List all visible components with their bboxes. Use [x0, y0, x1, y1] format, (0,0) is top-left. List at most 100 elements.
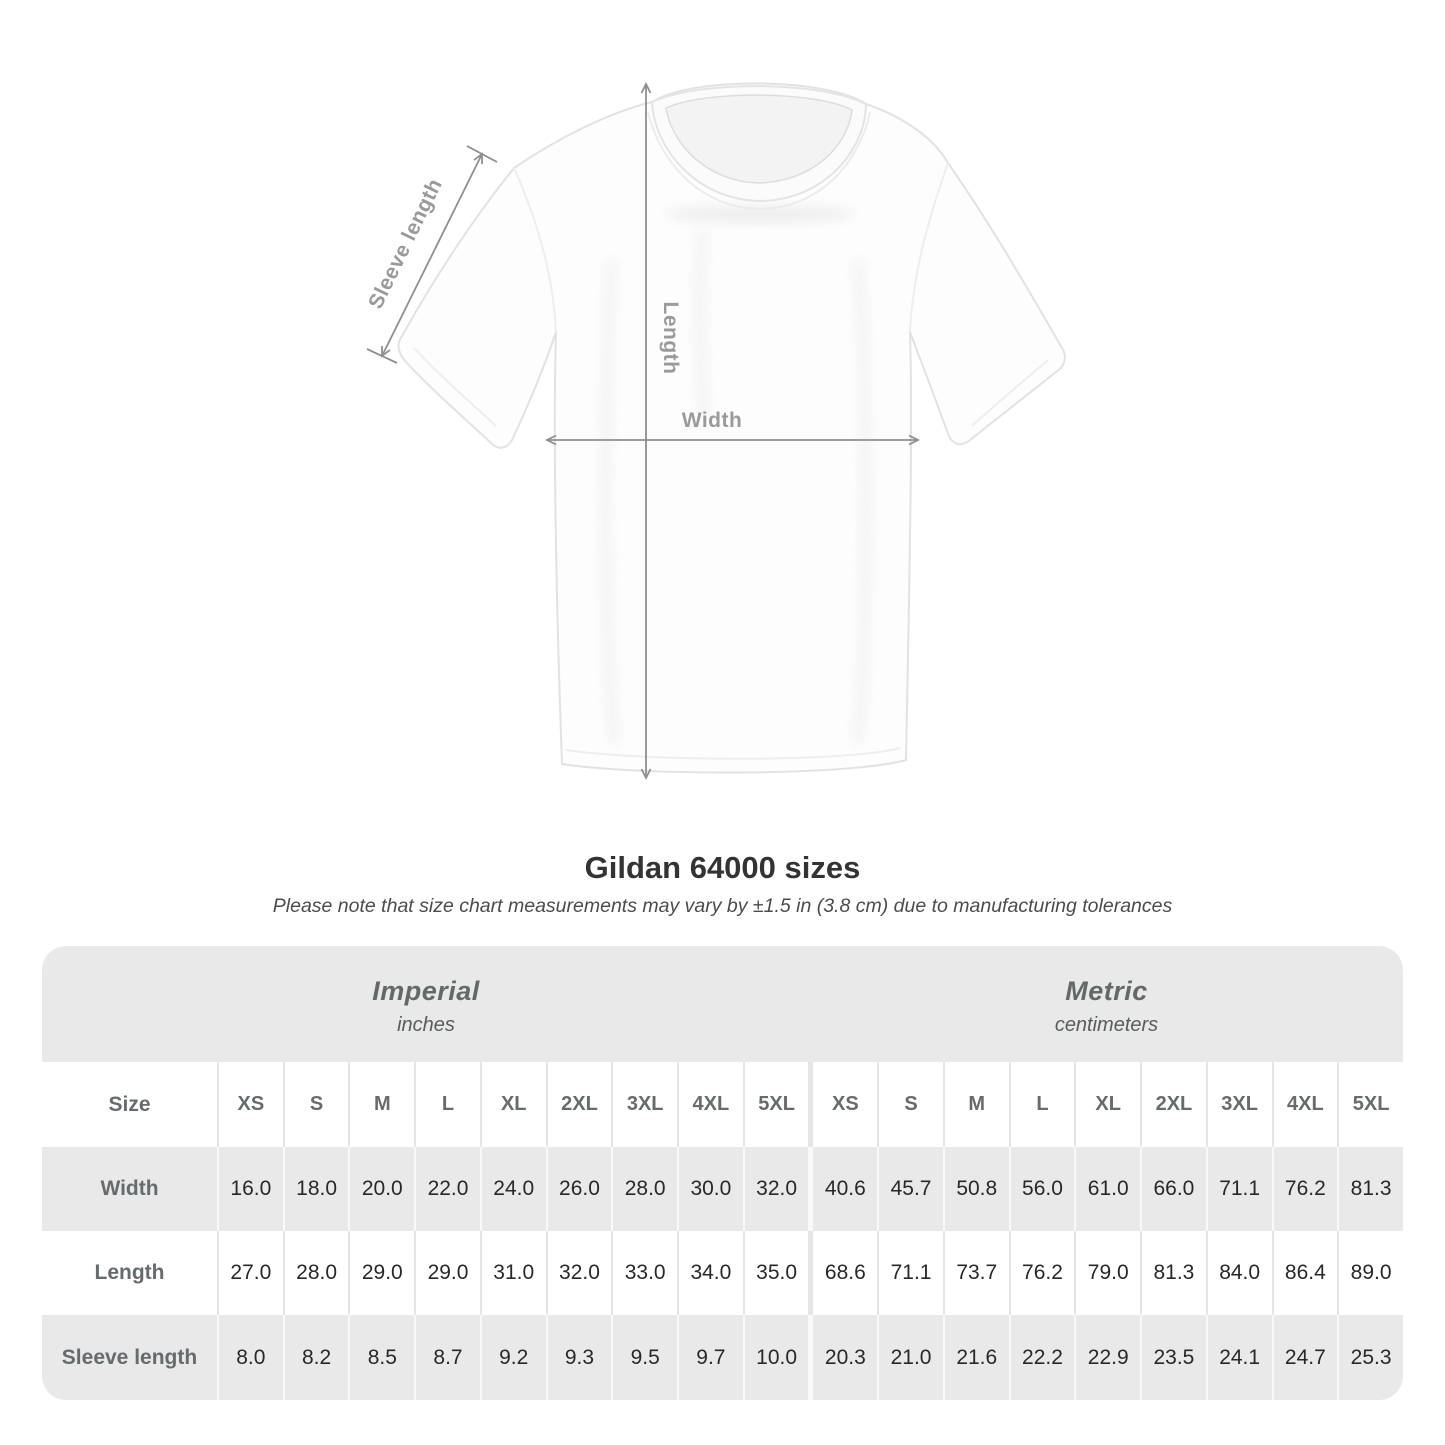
value-cell: 71.1 — [1205, 1147, 1272, 1231]
value-cell: 21.6 — [942, 1315, 1009, 1400]
collar-opening — [665, 94, 853, 184]
value-cell: 30.0 — [677, 1147, 743, 1231]
value-cell: 34.0 — [677, 1231, 743, 1315]
value-cell: 24.0 — [479, 1147, 546, 1231]
imperial-header: Imperial inches — [42, 946, 810, 1062]
size-chart-table: Imperial inches Metric centimeters Size … — [42, 946, 1403, 1400]
size-col-header: 3XL — [611, 1062, 677, 1147]
value-cell: 73.7 — [942, 1231, 1009, 1315]
sleeve-arrow — [381, 152, 483, 358]
size-col-header: 3XL — [1205, 1062, 1272, 1147]
size-col-header: 5XL — [742, 1062, 809, 1147]
value-cell: 22.0 — [414, 1147, 480, 1231]
value-cell: 81.3 — [1337, 1147, 1403, 1231]
size-corner-header: Size — [108, 1092, 151, 1116]
metric-unit: centimeters — [1054, 1013, 1159, 1036]
value-cell: 28.0 — [282, 1231, 349, 1315]
value-cell: 18.0 — [282, 1147, 349, 1231]
value-cell: 9.5 — [611, 1315, 677, 1400]
length-label: Length — [659, 301, 682, 375]
value-cell: 89.0 — [1337, 1231, 1403, 1315]
value-cell: 20.3 — [808, 1315, 877, 1400]
size-col-header: 4XL — [677, 1062, 743, 1147]
size-col-header: S — [877, 1062, 943, 1147]
value-cell: 8.7 — [414, 1315, 480, 1400]
size-col-header: XL — [479, 1062, 546, 1147]
row-label: Width — [100, 1177, 159, 1200]
value-cell: 76.2 — [1008, 1231, 1075, 1315]
value-cell: 29.0 — [414, 1231, 480, 1315]
value-cell: 27.0 — [217, 1231, 283, 1315]
value-cell: 24.7 — [1271, 1315, 1338, 1400]
value-cell: 28.0 — [611, 1147, 677, 1231]
size-col-header: 2XL — [545, 1062, 612, 1147]
size-header-row: Size XS S M L XL 2XL 3XL 4XL 5XL XS S M … — [42, 1062, 1403, 1147]
value-cell: 23.5 — [1140, 1315, 1206, 1400]
size-col-header: M — [942, 1062, 1009, 1147]
sleeve-length-row: Sleeve length 8.0 8.2 8.5 8.7 9.2 9.3 9.… — [42, 1315, 1403, 1400]
metric-title: Metric — [1065, 975, 1148, 1006]
tshirt-illustration — [366, 81, 1066, 781]
value-cell: 8.2 — [282, 1315, 349, 1400]
row-label: Length — [94, 1261, 165, 1284]
value-cell: 40.6 — [808, 1147, 877, 1231]
value-cell: 71.1 — [877, 1231, 943, 1315]
value-cell: 8.5 — [348, 1315, 414, 1400]
value-cell: 61.0 — [1074, 1147, 1140, 1231]
sleeve-tick-top — [466, 145, 498, 163]
sleeve-tick-bottom — [366, 348, 398, 364]
tshirt-body — [397, 82, 1066, 774]
size-col-header: XS — [217, 1062, 283, 1147]
value-cell: 24.1 — [1205, 1315, 1272, 1400]
value-cell: 45.7 — [877, 1147, 943, 1231]
size-col-header: 4XL — [1271, 1062, 1338, 1147]
value-cell: 9.7 — [677, 1315, 743, 1400]
value-cell: 25.3 — [1337, 1315, 1403, 1400]
value-cell: 68.6 — [808, 1231, 877, 1315]
value-cell: 79.0 — [1074, 1231, 1140, 1315]
size-col-header: 5XL — [1337, 1062, 1403, 1147]
value-cell: 10.0 — [742, 1315, 809, 1400]
value-cell: 31.0 — [479, 1231, 546, 1315]
value-cell: 86.4 — [1271, 1231, 1338, 1315]
value-cell: 9.3 — [545, 1315, 612, 1400]
value-cell: 22.9 — [1074, 1315, 1140, 1400]
value-cell: 35.0 — [742, 1231, 809, 1315]
value-cell: 9.2 — [479, 1315, 546, 1400]
width-label: Width — [681, 409, 743, 432]
fabric-folds — [600, 229, 871, 745]
width-row: Width 16.0 18.0 20.0 22.0 24.0 26.0 28.0… — [42, 1147, 1403, 1231]
value-cell: 76.2 — [1271, 1147, 1338, 1231]
value-cell: 29.0 — [348, 1231, 414, 1315]
imperial-title: Imperial — [372, 975, 480, 1006]
under-collar-shadow — [665, 205, 855, 223]
value-cell: 26.0 — [545, 1147, 612, 1231]
row-label: Sleeve length — [61, 1345, 198, 1369]
page-title: Gildan 64000 sizes — [584, 850, 861, 885]
size-col-header: XL — [1074, 1062, 1140, 1147]
value-cell: 33.0 — [611, 1231, 677, 1315]
seam-lines — [413, 162, 1049, 760]
value-cell: 16.0 — [217, 1147, 283, 1231]
size-col-header: S — [282, 1062, 349, 1147]
size-col-header: M — [348, 1062, 414, 1147]
tolerance-note: Please note that size chart measurements… — [272, 895, 1173, 917]
length-row: Length 27.0 28.0 29.0 29.0 31.0 32.0 33.… — [42, 1231, 1403, 1315]
metric-header: Metric centimeters — [810, 946, 1403, 1062]
size-col-header: L — [1008, 1062, 1075, 1147]
value-cell: 8.0 — [217, 1315, 283, 1400]
value-cell: 21.0 — [877, 1315, 943, 1400]
value-cell: 22.2 — [1008, 1315, 1075, 1400]
value-cell: 84.0 — [1205, 1231, 1272, 1315]
value-cell: 50.8 — [942, 1147, 1009, 1231]
value-cell: 56.0 — [1008, 1147, 1075, 1231]
value-cell: 32.0 — [742, 1147, 809, 1231]
unit-header-band: Imperial inches Metric centimeters — [42, 946, 1403, 1062]
value-cell: 32.0 — [545, 1231, 612, 1315]
value-cell: 81.3 — [1140, 1231, 1206, 1315]
value-cell: 66.0 — [1140, 1147, 1206, 1231]
collar-stitch — [647, 111, 871, 211]
value-cell: 20.0 — [348, 1147, 414, 1231]
size-col-header: 2XL — [1140, 1062, 1206, 1147]
imperial-unit: inches — [397, 1013, 455, 1036]
